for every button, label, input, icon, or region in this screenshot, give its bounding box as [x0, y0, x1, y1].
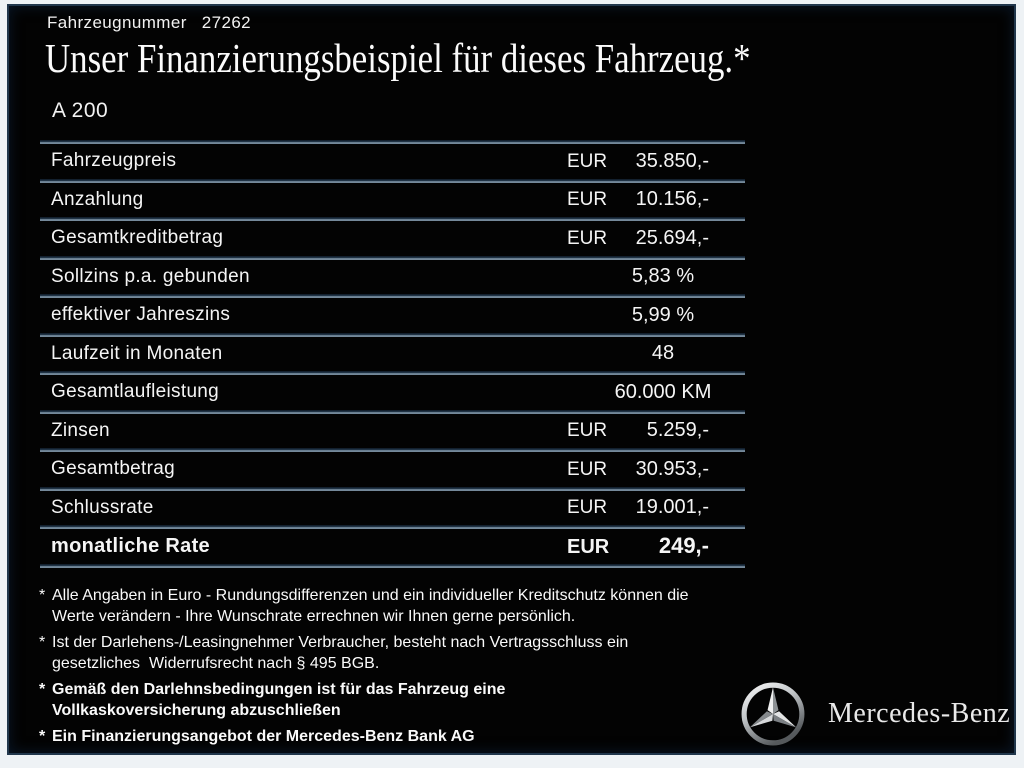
row-separator: [40, 409, 745, 414]
row-label: Anzahlung: [51, 188, 144, 210]
asterisk-marker: *: [39, 681, 46, 698]
currency-label: EUR: [567, 420, 608, 442]
asterisk-marker: *: [39, 587, 46, 604]
row-separator: [40, 448, 745, 452]
footnote-text: Alle Angaben in Euro - Rundungsdifferenz…: [52, 587, 689, 625]
table-row-schlussrate: Schlussrate EUR 19.001,-: [40, 491, 745, 526]
table-row-gesamtkreditbetrag: Gesamtkreditbetrag EUR 25.694,-: [40, 221, 745, 256]
row-value: EUR 30.953,-: [567, 458, 709, 481]
row-separator: [40, 371, 745, 375]
row-separator: [40, 486, 745, 491]
table-row-fahrzeugpreis: Fahrzeugpreis EUR 35.850,-: [40, 144, 745, 179]
footnote-rounding: * Alle Angaben in Euro - Rundungsdiffere…: [39, 585, 749, 627]
row-separator: [40, 255, 745, 260]
row-value: 5,83 %: [581, 265, 745, 288]
currency-label: EUR: [567, 189, 608, 211]
currency-label: EUR: [567, 497, 608, 519]
row-value: EUR 5.259,-: [567, 419, 709, 442]
row-separator: [40, 178, 745, 183]
row-amount: 5,83 %: [631, 265, 695, 288]
row-label: Zinsen: [51, 419, 110, 441]
row-label: Gesamtkreditbetrag: [51, 227, 224, 249]
footnote-text: Ist der Darlehens-/Leasingnehmer Verbrau…: [52, 634, 629, 672]
document-frame: Fahrzeugnummer 27262 Unser Finanzierungs…: [7, 4, 1016, 755]
currency-label: EUR: [567, 150, 608, 172]
row-amount: 19.001,-: [635, 496, 709, 519]
asterisk-marker: *: [39, 728, 46, 745]
row-separator: [40, 217, 745, 221]
row-value: 60.000 KM: [581, 381, 745, 404]
table-row-zinsen: Zinsen EUR 5.259,-: [40, 414, 745, 449]
row-amount: 249,-: [658, 533, 709, 559]
row-separator: [40, 294, 745, 298]
row-separator: [40, 525, 745, 529]
row-value: 5,99 %: [581, 304, 745, 327]
model-name: A 200: [52, 99, 109, 122]
footnotes: * Alle Angaben in Euro - Rundungsdiffere…: [39, 585, 749, 752]
table-row-anzahlung: Anzahlung EUR 10.156,-: [40, 183, 745, 218]
row-value: EUR 25.694,-: [567, 227, 709, 250]
row-amount: 48: [651, 342, 675, 365]
table-row-laufzeit: Laufzeit in Monaten 48: [40, 337, 745, 372]
row-value: EUR 10.156,-: [567, 188, 709, 211]
row-label: Laufzeit in Monaten: [51, 342, 223, 364]
row-amount: 60.000 KM: [614, 380, 712, 403]
footnote-widerrufsrecht: * Ist der Darlehens-/Leasingnehmer Verbr…: [39, 632, 749, 674]
row-value: EUR 35.850,-: [567, 150, 709, 173]
row-separator: [40, 563, 745, 568]
row-label: effektiver Jahreszins: [51, 304, 231, 326]
row-amount: 30.953,-: [635, 457, 709, 480]
row-label: Fahrzeugpreis: [51, 150, 177, 172]
row-label: monatliche Rate: [51, 534, 210, 557]
table-row-effektiver-jahreszins: effektiver Jahreszins 5,99 %: [40, 298, 745, 333]
footnote-text: Ein Finanzierungsangebot der Mercedes-Be…: [52, 728, 475, 745]
row-amount: 35.850,-: [635, 149, 709, 172]
row-separator: [40, 332, 745, 337]
table-row-sollzins: Sollzins p.a. gebunden 5,83 %: [40, 260, 745, 295]
row-value: EUR 19.001,-: [567, 496, 709, 519]
row-label: Gesamtlaufleistung: [51, 381, 220, 403]
vehicle-number-label: Fahrzeugnummer: [47, 13, 187, 32]
currency-label: EUR: [567, 458, 608, 480]
asterisk-marker: *: [39, 634, 46, 651]
brand-logo: Mercedes-Benz: [740, 681, 1010, 747]
row-amount: 25.694,-: [635, 226, 709, 249]
footnote-vollkasko: * Gemäß den Darlehnsbedingungen ist für …: [39, 679, 749, 721]
row-amount: 5.259,-: [646, 419, 709, 442]
currency-label: EUR: [567, 536, 610, 559]
currency-label: EUR: [567, 227, 608, 249]
mercedes-star-icon: [741, 682, 805, 746]
table-row-gesamtbetrag: Gesamtbetrag EUR 30.953,-: [40, 452, 745, 487]
row-amount: 5,99 %: [631, 303, 695, 326]
row-amount: 10.156,-: [635, 188, 709, 211]
finance-table: Fahrzeugpreis EUR 35.850,- Anzahlung EUR…: [40, 140, 745, 568]
row-label: Schlussrate: [51, 496, 154, 518]
table-row-monatliche-rate: monatliche Rate EUR 249,-: [40, 529, 745, 564]
row-value: EUR 249,-: [567, 533, 709, 559]
vehicle-number-value: 27262: [201, 13, 252, 32]
footnote-text: Gemäß den Darlehnsbedingungen ist für da…: [52, 681, 506, 719]
table-row-gesamtlaufleistung: Gesamtlaufleistung 60.000 KM: [40, 375, 745, 410]
row-label: Gesamtbetrag: [51, 458, 175, 480]
row-value: 48: [581, 342, 745, 365]
vehicle-number: Fahrzeugnummer 27262: [47, 13, 251, 33]
brand-wordmark: Mercedes-Benz: [828, 698, 1011, 729]
footnote-bank: * Ein Finanzierungsangebot der Mercedes-…: [39, 726, 749, 747]
row-label: Sollzins p.a. gebunden: [51, 265, 250, 287]
page-title: Unser Finanzierungsbeispiel für dieses F…: [45, 35, 751, 81]
